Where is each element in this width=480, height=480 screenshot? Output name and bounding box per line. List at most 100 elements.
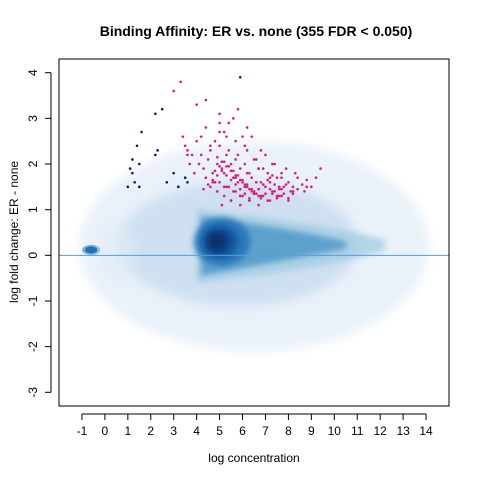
nonsignificant-point xyxy=(156,149,159,152)
significant-point xyxy=(282,185,286,189)
significant-point xyxy=(218,164,221,168)
x-tick-label: 7 xyxy=(262,424,269,438)
significant-point xyxy=(291,192,295,195)
significant-point xyxy=(204,176,208,180)
significant-point xyxy=(236,174,240,177)
significant-point xyxy=(225,185,228,189)
significant-point xyxy=(220,167,224,170)
significant-point xyxy=(243,183,247,186)
significant-point xyxy=(280,194,283,198)
significant-point xyxy=(197,162,201,166)
significant-point xyxy=(238,203,242,207)
significant-point xyxy=(293,171,297,175)
nonsignificant-point xyxy=(137,162,141,166)
x-tick-label: 9 xyxy=(308,424,315,438)
significant-point xyxy=(222,130,226,134)
significant-point xyxy=(248,171,251,175)
significant-point xyxy=(271,192,274,195)
x-axis-label: log concentration xyxy=(208,451,299,465)
x-tick-label: 2 xyxy=(147,424,154,438)
significant-point xyxy=(245,171,249,175)
significant-point xyxy=(257,194,260,198)
nonsignificant-point xyxy=(131,171,134,175)
significant-point xyxy=(209,149,212,152)
significant-point xyxy=(254,158,258,161)
x-tick-label: 12 xyxy=(373,424,387,438)
significant-point xyxy=(250,135,254,138)
significant-point xyxy=(209,144,212,148)
significant-point xyxy=(268,180,272,184)
significant-point xyxy=(234,174,237,177)
significant-point xyxy=(222,194,226,198)
significant-point xyxy=(229,162,233,166)
significant-point xyxy=(218,121,221,125)
significant-point xyxy=(195,139,198,143)
significant-point xyxy=(250,176,254,180)
significant-point xyxy=(222,185,226,189)
significant-point xyxy=(296,187,299,191)
significant-point xyxy=(250,190,254,193)
x-tick-label: 0 xyxy=(102,424,109,438)
significant-point xyxy=(188,162,192,166)
significant-point xyxy=(300,183,304,186)
significant-point xyxy=(236,153,240,157)
significant-point xyxy=(243,144,247,148)
significant-point xyxy=(195,103,198,106)
significant-point xyxy=(275,194,279,198)
y-tick-label: -3 xyxy=(26,387,40,398)
significant-point xyxy=(314,176,318,180)
significant-point xyxy=(215,162,219,166)
x-tick-label: 5 xyxy=(216,424,223,438)
significant-point xyxy=(232,169,235,173)
density-peak xyxy=(207,231,228,252)
significant-point xyxy=(273,162,276,166)
significant-point xyxy=(245,183,249,186)
significant-point xyxy=(229,169,233,173)
nonsignificant-point xyxy=(126,185,130,189)
significant-point xyxy=(227,164,231,168)
significant-point xyxy=(296,176,299,180)
significant-point xyxy=(264,153,267,157)
x-tick-label: 14 xyxy=(419,424,433,438)
nonsignificant-point xyxy=(135,144,139,148)
significant-point xyxy=(303,190,306,193)
significant-point xyxy=(215,174,219,177)
significant-point xyxy=(225,174,228,177)
significant-point xyxy=(206,183,210,186)
significant-point xyxy=(245,185,249,189)
significant-point xyxy=(252,190,256,193)
significant-point xyxy=(234,176,237,180)
significant-point xyxy=(259,180,263,184)
significant-point xyxy=(252,192,256,195)
significant-point xyxy=(319,167,322,170)
significant-point xyxy=(291,190,295,193)
significant-points xyxy=(172,80,322,207)
significant-point xyxy=(215,155,219,159)
nonsignificant-point xyxy=(238,75,242,79)
significant-point xyxy=(186,149,189,152)
significant-point xyxy=(234,158,237,161)
y-tick-label: -1 xyxy=(26,295,40,306)
significant-point xyxy=(236,107,240,111)
y-tick-label: 4 xyxy=(26,69,40,76)
significant-point xyxy=(261,183,265,186)
significant-point xyxy=(241,178,244,182)
significant-point xyxy=(291,185,295,189)
significant-point xyxy=(287,180,290,184)
nonsignificant-point xyxy=(186,180,189,184)
significant-point xyxy=(199,135,203,138)
significant-point xyxy=(273,183,276,186)
significant-point xyxy=(254,192,258,195)
significant-point xyxy=(261,167,265,170)
significant-point xyxy=(222,160,226,164)
significant-point xyxy=(261,194,265,198)
x-tick-label: -1 xyxy=(77,424,88,438)
significant-point xyxy=(257,167,260,170)
significant-point xyxy=(268,199,272,202)
significant-point xyxy=(245,149,249,152)
significant-point xyxy=(193,171,196,175)
significant-point xyxy=(271,174,274,177)
significant-point xyxy=(220,203,224,207)
significant-point xyxy=(202,167,205,170)
nonsignificant-point xyxy=(140,130,143,134)
